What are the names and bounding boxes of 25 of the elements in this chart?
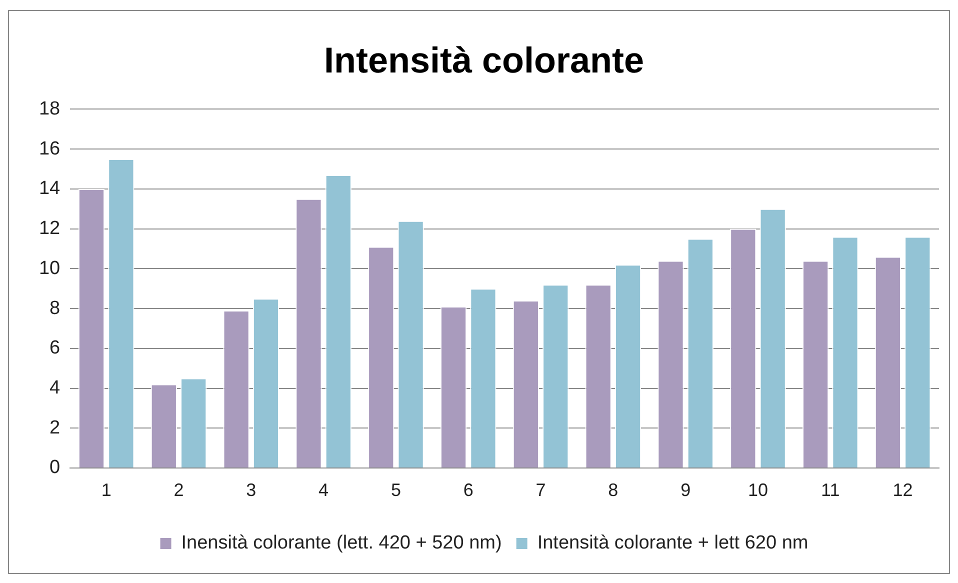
y-tick-label: 12 <box>38 218 60 240</box>
y-tick-label: 18 <box>38 98 60 120</box>
x-tick-label: 4 <box>318 480 329 501</box>
y-tick-label: 10 <box>38 258 60 279</box>
y-tick-label: 16 <box>38 138 60 160</box>
x-tick-label: 11 <box>821 480 840 501</box>
x-tick-label: 2 <box>174 480 184 501</box>
x-tick-label: 9 <box>680 480 691 501</box>
chart-title: Intensità colorante <box>324 40 644 81</box>
legend-label: Intensità colorante + lett 620 nm <box>537 532 808 554</box>
x-tick-label: 6 <box>463 480 474 501</box>
y-tick-label: 0 <box>50 457 60 478</box>
x-tick-label: 5 <box>390 480 401 501</box>
y-tick-label: 14 <box>38 178 61 200</box>
x-tick-label: 1 <box>101 480 112 501</box>
x-tick-label: 12 <box>892 480 913 501</box>
x-tick-label: 3 <box>246 480 256 501</box>
y-tick-label: 8 <box>50 298 60 319</box>
x-tick-label: 8 <box>608 480 618 501</box>
x-tick-label: 7 <box>536 480 546 501</box>
y-tick-label: 6 <box>50 338 60 359</box>
y-tick-label: 4 <box>50 378 61 398</box>
x-tick-label: 10 <box>748 480 768 501</box>
legend-label: Inensità colorante (lett. 420 + 520 nm) <box>181 532 502 554</box>
y-tick-label: 2 <box>50 417 60 438</box>
